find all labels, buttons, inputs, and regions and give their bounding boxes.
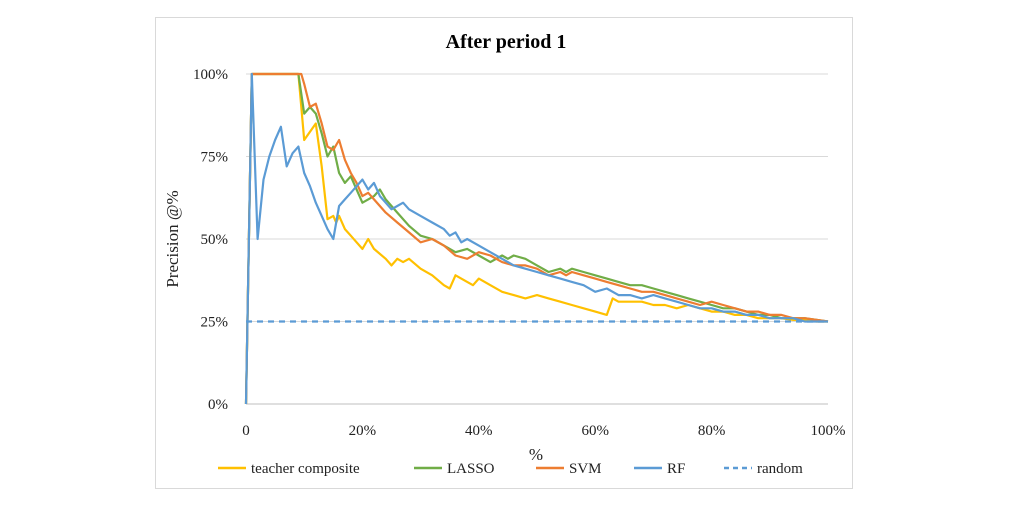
x-tick-label: 80%	[698, 423, 726, 439]
line-chart: After period 1 0% 25% 50% 75% 100% 0 20% 40% 60…	[163, 31, 846, 477]
y-tick-labels: 0% 25% 50% 75% 100%	[193, 67, 228, 413]
gridlines	[246, 73, 828, 322]
series-line-lasso	[244, 72, 829, 405]
chart-figure: After period 1 0% 25% 50% 75% 100% 0 20% 40% 60…	[155, 17, 853, 489]
series-line-teacher-composite	[244, 72, 828, 405]
y-tick-label: 0%	[208, 397, 228, 413]
x-tick-labels: 0 20% 40% 60% 80% 100%	[242, 423, 845, 439]
legend-label-svm: SVM	[569, 461, 602, 477]
y-tick-label: 75%	[201, 150, 229, 166]
chart-title: After period 1	[446, 31, 567, 53]
legend: teacher composite LASSO SVM RF random	[218, 461, 803, 477]
series-lines	[244, 72, 829, 405]
y-tick-label: 25%	[201, 315, 229, 331]
x-axis-label: %	[529, 445, 543, 464]
legend-label-lasso: LASSO	[447, 461, 495, 477]
y-tick-label: 100%	[193, 67, 228, 83]
x-tick-label: 40%	[465, 423, 493, 439]
legend-label-teacher-composite: teacher composite	[251, 461, 360, 477]
x-tick-label: 100%	[811, 423, 846, 439]
y-axis-label: Precision @%	[163, 190, 182, 287]
x-tick-label: 60%	[581, 423, 609, 439]
y-tick-label: 50%	[201, 232, 229, 248]
legend-label-rf: RF	[667, 461, 685, 477]
x-tick-label: 20%	[349, 423, 377, 439]
series-line-rf	[244, 72, 828, 405]
legend-label-random: random	[757, 461, 803, 477]
x-tick-label: 0	[242, 423, 250, 439]
